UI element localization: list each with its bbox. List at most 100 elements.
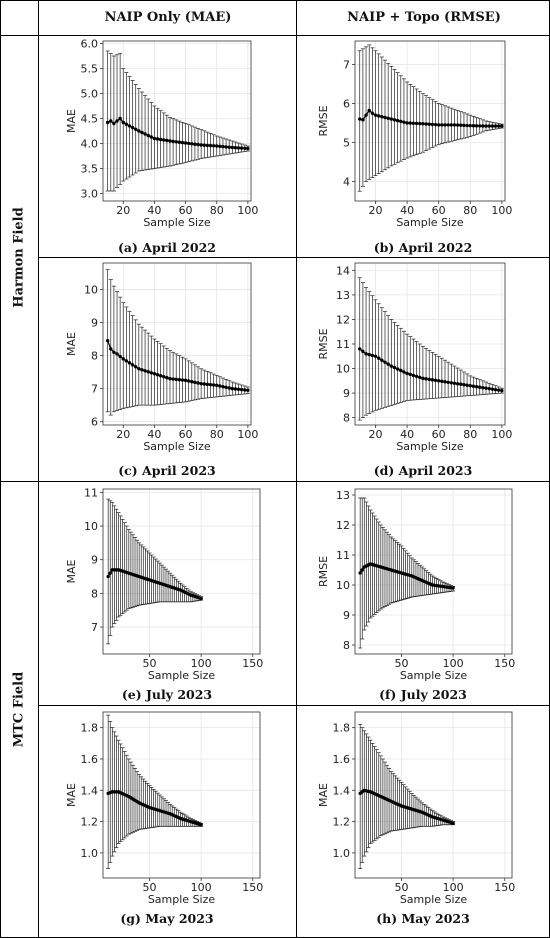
mean-point (430, 378, 435, 382)
mean-point (399, 368, 403, 373)
mean-point (452, 381, 457, 385)
mean-point (208, 143, 213, 148)
mean-point (239, 146, 244, 150)
mean-point (360, 568, 364, 572)
mean-point (115, 352, 119, 356)
mean-point (446, 123, 450, 127)
mean-point (183, 141, 188, 145)
y-axis-label: RMSE (317, 556, 330, 587)
mean-point (367, 352, 371, 357)
mean-point (421, 122, 425, 126)
mean-point (487, 386, 491, 391)
mean-point (418, 121, 422, 126)
x-axis-label: Sample Size (143, 440, 211, 453)
mean-point (205, 382, 210, 387)
y-axis-label: RMSE (317, 105, 330, 136)
mean-point (395, 367, 400, 371)
x-tick-label: 60 (179, 428, 193, 441)
mean-point (134, 365, 138, 369)
mean-point (358, 347, 362, 351)
y-axis-label: MAE (65, 783, 78, 807)
caption-a: (a) April 2022 (118, 240, 216, 255)
mean-point (230, 145, 235, 150)
y-tick-label: 1.2 (333, 816, 351, 829)
mean-point (424, 377, 428, 381)
y-axis-label: RMSE (317, 328, 330, 359)
mean-point (474, 385, 479, 389)
mean-point (433, 378, 438, 383)
y-tick-label: 3.5 (81, 163, 99, 176)
mean-point (246, 388, 250, 392)
mean-point (414, 121, 419, 126)
mean-point (474, 124, 479, 128)
y-tick-label: 13 (336, 289, 350, 302)
mean-point (124, 122, 129, 126)
y-tick-label: 12 (336, 313, 350, 326)
mean-point (230, 386, 235, 391)
y-tick-label: 5.0 (81, 88, 99, 101)
y-tick-label: 11 (84, 486, 98, 499)
mean-point (180, 140, 185, 145)
y-tick-label: 8 (343, 412, 350, 425)
mean-point (236, 387, 241, 391)
mean-point (468, 384, 472, 388)
mean-point (455, 382, 460, 386)
mean-point (193, 142, 197, 146)
y-tick-label: 1.0 (81, 847, 99, 860)
mean-point (121, 120, 125, 125)
y-tick-label: 5.5 (81, 63, 99, 76)
x-axis-label: Sample Size (148, 893, 216, 906)
x-tick-label: 60 (432, 204, 446, 217)
caption-d: (d) April 2023 (373, 463, 473, 478)
caption-g: (g) May 2023 (120, 911, 214, 926)
mean-point (430, 122, 435, 127)
mean-point (376, 356, 381, 360)
x-tick-label: 50 (142, 657, 156, 670)
mean-point (158, 374, 163, 378)
mean-point (205, 143, 210, 148)
mean-point (440, 123, 444, 127)
mean-point (130, 363, 135, 367)
caption-h: (h) May 2023 (376, 911, 470, 926)
mean-point (171, 377, 175, 381)
x-tick-label: 20 (116, 204, 130, 217)
x-tick-label: 40 (147, 428, 161, 441)
mean-point (449, 381, 454, 385)
mean-point (465, 383, 469, 387)
y-tick-label: 7 (91, 621, 98, 634)
mean-point (137, 367, 141, 371)
mean-point (202, 382, 206, 386)
mean-point (386, 116, 390, 120)
mean-point (361, 349, 365, 354)
mean-point (127, 361, 132, 365)
mean-point (105, 338, 110, 343)
caption-f: (f) July 2023 (379, 687, 467, 702)
mean-point (490, 387, 495, 391)
y-axis-label: MAE (317, 783, 330, 807)
mean-point (168, 139, 172, 143)
mean-point (358, 117, 362, 121)
x-tick-label: 150 (494, 657, 515, 670)
mean-point (484, 124, 488, 128)
x-tick-label: 80 (463, 204, 477, 217)
y-tick-label: 9 (91, 554, 98, 567)
x-tick-label: 50 (394, 881, 408, 894)
mean-point (233, 146, 238, 150)
mean-point (152, 136, 157, 141)
mean-point (215, 383, 219, 388)
mean-point (493, 387, 498, 392)
mean-point (115, 119, 119, 123)
mean-point (427, 377, 431, 382)
mean-point (402, 370, 406, 374)
mean-point (481, 385, 485, 390)
plot-frame (354, 711, 513, 879)
mean-point (493, 124, 498, 128)
mean-point (171, 139, 175, 144)
mean-point (174, 377, 178, 382)
mean-point (481, 124, 485, 128)
mean-point (224, 385, 228, 390)
